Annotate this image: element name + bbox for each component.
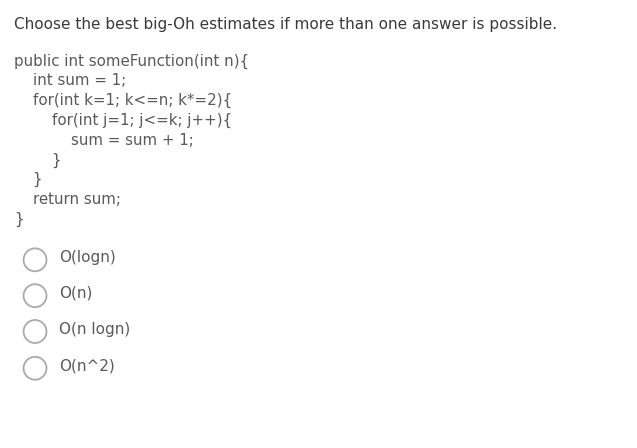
Text: return sum;: return sum;: [14, 192, 121, 207]
Text: O(n^2): O(n^2): [59, 358, 115, 374]
Text: O(logn): O(logn): [59, 250, 116, 265]
Text: O(n): O(n): [59, 286, 92, 301]
Ellipse shape: [24, 320, 47, 343]
Text: int sum = 1;: int sum = 1;: [14, 73, 126, 88]
Text: }: }: [14, 152, 62, 168]
Ellipse shape: [24, 248, 47, 271]
Text: }: }: [14, 172, 43, 187]
Ellipse shape: [24, 284, 47, 307]
Ellipse shape: [24, 357, 47, 380]
Text: for(int k=1; k<=n; k*=2){: for(int k=1; k<=n; k*=2){: [14, 93, 232, 108]
Text: }: }: [14, 211, 24, 227]
Text: public int someFunction(int n){: public int someFunction(int n){: [14, 54, 249, 69]
Text: Choose the best big-Oh estimates if more than one answer is possible.: Choose the best big-Oh estimates if more…: [14, 17, 557, 32]
Text: O(n logn): O(n logn): [59, 322, 131, 337]
Text: for(int j=1; j<=k; j++){: for(int j=1; j<=k; j++){: [14, 113, 232, 128]
Text: sum = sum + 1;: sum = sum + 1;: [14, 133, 194, 147]
